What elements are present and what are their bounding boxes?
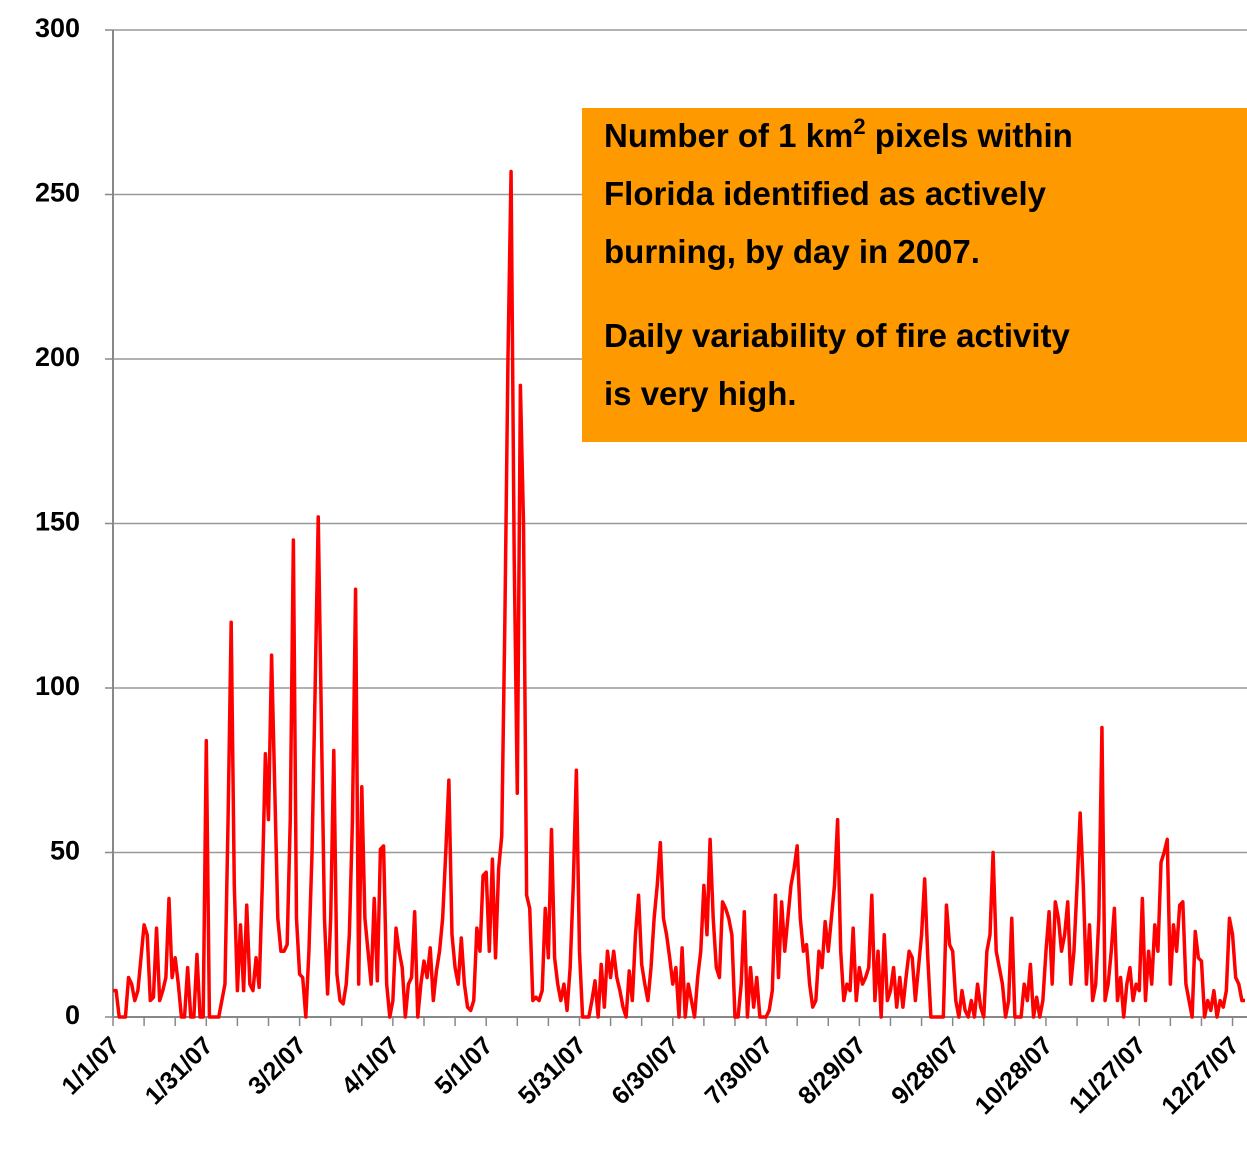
annotation-superscript: 2 bbox=[853, 114, 865, 139]
x-tick-label: 5/31/07 bbox=[513, 1031, 592, 1110]
y-tick-label: 50 bbox=[50, 836, 80, 866]
annotation-box bbox=[582, 108, 1247, 442]
annotation-line: Number of 1 km2 pixels within bbox=[604, 114, 1073, 154]
annotation-text: is very high. bbox=[604, 375, 797, 412]
data-line bbox=[113, 169, 1245, 1019]
annotation-text: pixels within bbox=[866, 117, 1073, 154]
x-tick-label: 6/30/07 bbox=[606, 1031, 685, 1110]
x-tick-label: 11/27/07 bbox=[1064, 1031, 1152, 1119]
y-tick-label: 250 bbox=[35, 178, 80, 208]
annotation-line: Daily variability of fire activity bbox=[604, 317, 1070, 354]
y-tick-label: 300 bbox=[35, 13, 80, 43]
annotation-text: Number of 1 km bbox=[604, 117, 853, 154]
x-tick-label: 1/31/07 bbox=[140, 1031, 219, 1110]
y-tick-label: 0 bbox=[65, 1000, 80, 1030]
x-tick-label: 8/29/07 bbox=[793, 1031, 872, 1110]
x-tick-label: 9/28/07 bbox=[886, 1031, 965, 1110]
annotation-line: Florida identified as actively bbox=[604, 175, 1047, 212]
annotation-text: Florida identified as actively bbox=[604, 175, 1047, 212]
x-tick-label: 4/1/07 bbox=[336, 1031, 405, 1100]
x-tick-label: 12/27/07 bbox=[1156, 1031, 1245, 1120]
x-tick-label: 5/1/07 bbox=[429, 1031, 498, 1100]
annotation-text: burning, by day in 2007. bbox=[604, 233, 980, 270]
y-tick-label: 150 bbox=[35, 507, 80, 537]
y-tick-label: 100 bbox=[35, 671, 80, 701]
x-tick-label: 1/1/07 bbox=[56, 1031, 125, 1100]
x-tick-label: 10/28/07 bbox=[970, 1031, 1059, 1120]
x-tick-label: 3/2/07 bbox=[243, 1031, 312, 1100]
x-tick-label: 7/30/07 bbox=[700, 1031, 779, 1110]
y-tick-label: 200 bbox=[35, 342, 80, 372]
annotation-text: Daily variability of fire activity bbox=[604, 317, 1070, 354]
annotation-line: burning, by day in 2007. bbox=[604, 233, 980, 270]
annotation-line: is very high. bbox=[604, 375, 797, 412]
